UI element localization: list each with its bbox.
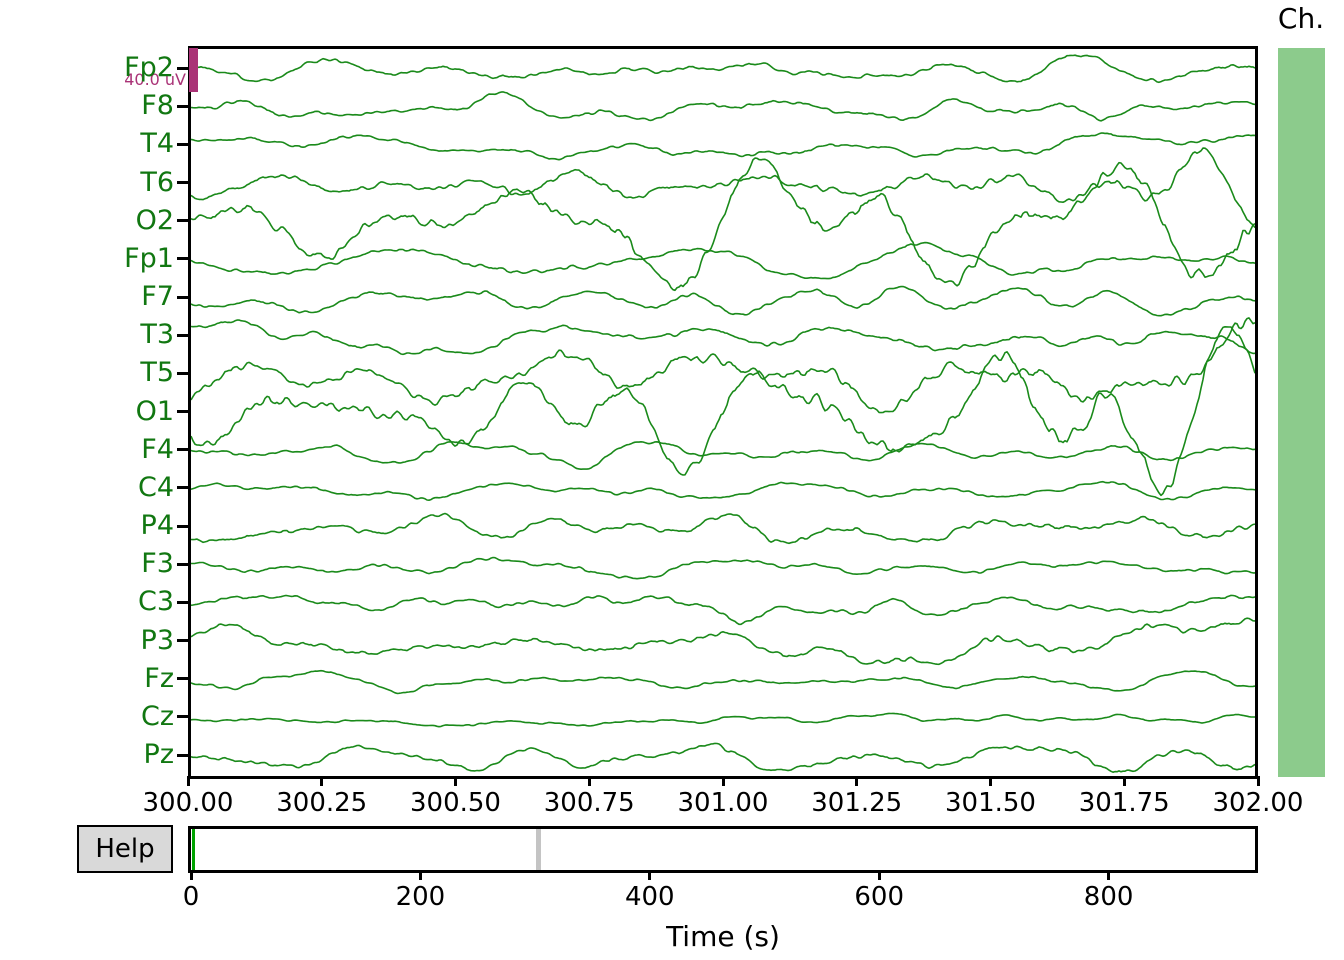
overview-tick — [418, 870, 422, 880]
channel-label-F7[interactable]: F7 — [141, 281, 174, 313]
channel-tick-T3 — [177, 333, 188, 337]
channel-tick-Fp2 — [177, 66, 188, 70]
channel-tick-F7 — [177, 295, 188, 299]
channel-tick-T4 — [177, 142, 188, 146]
overview-tick — [648, 870, 652, 880]
channel-tick-T6 — [177, 181, 188, 184]
scalebar-value-label: 40.0 uV — [124, 70, 186, 89]
eeg-trace-C3[interactable] — [191, 594, 1255, 626]
channel-tick-C4 — [177, 486, 188, 490]
channel-tick-Cz — [177, 715, 188, 719]
time-tick-label: 302.00 — [1212, 788, 1304, 818]
eeg-trace-C4[interactable] — [191, 480, 1255, 502]
time-tick — [1256, 776, 1260, 786]
eeg-trace-F3[interactable] — [191, 556, 1255, 580]
channel-tick-Fz — [177, 677, 188, 681]
overview-tick — [189, 870, 193, 880]
channel-label-Pz[interactable]: Pz — [143, 739, 174, 771]
time-tick — [855, 776, 859, 786]
eeg-trace-P4[interactable] — [191, 512, 1255, 545]
eeg-trace-O1[interactable] — [191, 325, 1255, 497]
eeg-trace-T4[interactable] — [191, 132, 1255, 161]
channel-label-Fz[interactable]: Fz — [144, 662, 174, 694]
channel-tick-T5 — [177, 371, 188, 375]
channel-label-T6[interactable]: T6 — [140, 166, 174, 198]
channel-tick-O2 — [177, 219, 188, 223]
eeg-trace-T6[interactable] — [191, 147, 1255, 229]
channel-tick-Pz — [177, 753, 188, 757]
time-axis-title: Time (s) — [666, 920, 780, 953]
eeg-traces-canvas — [191, 54, 1255, 774]
eeg-trace-Pz[interactable] — [191, 742, 1255, 774]
eeg-trace-F8[interactable] — [191, 91, 1255, 122]
channel-tick-Fp1 — [177, 257, 188, 261]
channel-tick-F3 — [177, 562, 188, 566]
channel-tick-O1 — [177, 410, 188, 414]
channel-tick-P3 — [177, 639, 188, 643]
overview-tick-label: 0 — [182, 882, 200, 912]
channel-label-T5[interactable]: T5 — [140, 357, 174, 389]
time-tick-label: 300.75 — [543, 788, 635, 818]
sensitivity-scalebar — [189, 48, 198, 92]
eeg-trace-P3[interactable] — [191, 617, 1255, 666]
overview-tick-label: 400 — [624, 882, 675, 912]
channel-tick-P4 — [177, 524, 188, 528]
overview-tick — [1107, 870, 1111, 880]
channel-label-O1[interactable]: O1 — [135, 395, 174, 427]
channel-tick-F4 — [177, 448, 188, 452]
overview-position-marker[interactable] — [536, 829, 542, 870]
time-tick-label: 301.25 — [811, 788, 903, 818]
eeg-trace-Cz[interactable] — [191, 712, 1255, 728]
time-tick-label: 300.00 — [142, 788, 234, 818]
help-button[interactable]: Help — [77, 825, 173, 873]
time-tick-label: 300.50 — [410, 788, 501, 818]
channel-label-Cz[interactable]: Cz — [140, 700, 174, 732]
time-tick — [989, 776, 992, 786]
eeg-trace-F7[interactable] — [191, 285, 1255, 317]
time-tick — [186, 776, 190, 786]
channel-label-P3[interactable]: P3 — [140, 624, 174, 656]
channel-label-T3[interactable]: T3 — [140, 319, 174, 351]
channel-label-Fp2[interactable]: Fp2 — [124, 52, 174, 83]
channel-scrollbar[interactable] — [1278, 48, 1325, 777]
channel-tick-F8 — [177, 104, 188, 108]
channel-label-O2[interactable]: O2 — [135, 204, 174, 236]
channel-label-Fp1[interactable]: Fp1 — [124, 242, 174, 274]
eeg-trace-F4[interactable] — [191, 440, 1255, 471]
time-tick-label: 301.50 — [945, 788, 1036, 818]
overview-tick-label: 200 — [395, 882, 446, 912]
eeg-trace-Fp1[interactable] — [191, 241, 1255, 280]
eeg-trace-T3[interactable] — [191, 319, 1255, 356]
eeg-plot-area[interactable] — [188, 46, 1258, 779]
eeg-trace-Fz[interactable] — [191, 669, 1255, 695]
time-tick — [721, 776, 725, 786]
channel-label-T4[interactable]: T4 — [140, 128, 174, 160]
time-tick — [1122, 776, 1126, 786]
overview-start-line — [192, 829, 195, 870]
channel-label-F8[interactable]: F8 — [141, 90, 174, 122]
channel-tick-C3 — [177, 600, 188, 604]
time-tick-label: 300.25 — [276, 788, 368, 818]
time-tick — [320, 776, 324, 786]
channel-label-C3[interactable]: C3 — [137, 586, 174, 618]
channel-label-C4[interactable]: C4 — [137, 471, 174, 503]
overview-tick — [877, 870, 881, 880]
channel-label-F3[interactable]: F3 — [141, 548, 174, 580]
overview-tick-label: 800 — [1083, 882, 1134, 912]
time-tick — [454, 776, 457, 786]
time-tick-label: 301.75 — [1078, 788, 1170, 818]
eeg-trace-Fp2[interactable] — [191, 54, 1255, 84]
time-overview-scrollbar[interactable] — [188, 826, 1258, 873]
time-tick — [587, 776, 591, 786]
eeg-trace-O2[interactable] — [191, 157, 1255, 292]
eeg-trace-T5[interactable] — [191, 317, 1255, 414]
overview-tick-label: 600 — [854, 882, 905, 912]
channel-label-F4[interactable]: F4 — [141, 433, 174, 465]
channel-label-P4[interactable]: P4 — [140, 510, 174, 542]
time-tick-label: 301.00 — [677, 788, 769, 818]
channel-scrollbar-title: Ch. — [1277, 2, 1325, 35]
